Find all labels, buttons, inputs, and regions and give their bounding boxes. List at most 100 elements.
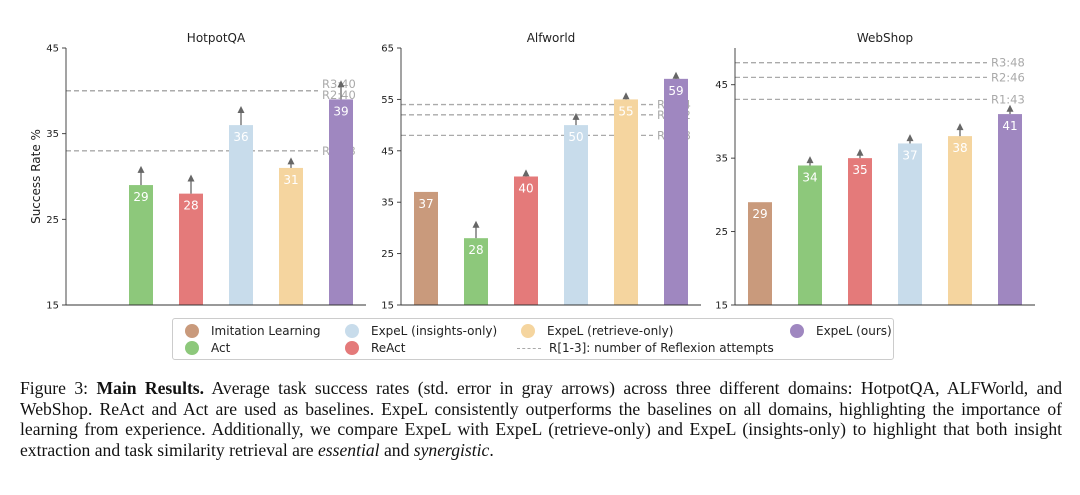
- bar: [129, 185, 153, 305]
- legend-label: R[1-3]: number of Reflexion attempts: [549, 341, 774, 355]
- y-tick-label: 45: [715, 80, 728, 91]
- bar: [614, 99, 638, 306]
- y-axis-label: Success Rate %: [29, 129, 43, 224]
- bar: [798, 165, 822, 305]
- error-arrow-head-icon: [472, 220, 480, 228]
- bar-value-label: 34: [802, 170, 817, 184]
- legend-item-expel-insights-only: ExpeL (insights-only): [345, 323, 497, 339]
- legend-label: ExpeL (ours): [816, 324, 892, 338]
- legend-marker-icon: [345, 324, 359, 338]
- legend-item-reflexion-attempts: R[1-3]: number of Reflexion attempts: [517, 340, 774, 356]
- legend-item-react: ReAct: [345, 340, 405, 356]
- error-arrow-head-icon: [806, 156, 814, 164]
- dashed-line-icon: [517, 347, 541, 349]
- y-tick-label: 15: [715, 301, 728, 312]
- bar: [179, 193, 203, 305]
- legend-item-imitation-learning: Imitation Learning: [185, 323, 321, 339]
- legend-label: ReAct: [371, 341, 406, 355]
- reference-line-label: R2:46: [991, 70, 1025, 84]
- bar-value-label: 41: [1002, 119, 1017, 133]
- reference-line-label: R3:40: [322, 77, 356, 91]
- bar: [329, 99, 353, 306]
- bar: [464, 238, 488, 305]
- bar: [414, 191, 438, 305]
- bar-value-label: 39: [333, 104, 348, 118]
- legend-item-act: Act: [185, 340, 230, 356]
- legend: Imitation Learning Act ExpeL (insights-o…: [172, 318, 894, 360]
- bar: [279, 167, 303, 305]
- bar-value-label: 31: [283, 173, 298, 187]
- y-tick-label: 15: [46, 301, 59, 312]
- legend-item-expel-retrieve-only: ExpeL (retrieve-only): [521, 323, 673, 339]
- error-arrow-head-icon: [572, 112, 580, 120]
- bar-value-label: 28: [183, 199, 198, 213]
- bar: [898, 143, 922, 305]
- chart-title: HotpotQA: [187, 31, 246, 45]
- legend-label: ExpeL (retrieve-only): [547, 324, 674, 338]
- bar-value-label: 40: [518, 182, 533, 196]
- bar-value-label: 37: [418, 197, 433, 211]
- legend-item-expel-ours: ExpeL (ours): [790, 323, 892, 339]
- caption-text: .: [489, 439, 494, 460]
- error-arrow-head-icon: [956, 123, 964, 131]
- caption-bold: Main Results.: [96, 378, 205, 398]
- bar-value-label: 29: [752, 207, 767, 221]
- caption-italic: synergistic: [413, 439, 490, 460]
- bar-value-label: 36: [233, 130, 248, 144]
- error-arrow-head-icon: [337, 80, 345, 88]
- error-arrow-head-icon: [287, 157, 295, 165]
- error-arrow-head-icon: [672, 71, 680, 79]
- error-arrow-head-icon: [187, 174, 195, 182]
- bar-value-label: 55: [618, 104, 633, 118]
- error-arrow-head-icon: [522, 169, 530, 177]
- legend-label: Act: [211, 341, 231, 355]
- bar: [514, 176, 538, 305]
- bar-value-label: 28: [468, 243, 483, 257]
- bar-value-label: 38: [952, 141, 967, 155]
- error-arrow-head-icon: [137, 165, 145, 173]
- y-tick-label: 45: [46, 44, 59, 55]
- legend-marker-icon: [521, 324, 535, 338]
- bar: [998, 114, 1022, 305]
- caption-text: and: [379, 439, 414, 460]
- figure-caption: Figure 3: Main Results. Average task suc…: [20, 378, 1062, 460]
- bar: [948, 136, 972, 305]
- y-tick-label: 65: [381, 44, 394, 55]
- y-tick-label: 35: [715, 154, 728, 165]
- bar-value-label: 37: [902, 148, 917, 162]
- bar: [848, 158, 872, 305]
- legend-marker-icon: [185, 341, 199, 355]
- y-tick-label: 35: [46, 129, 59, 140]
- error-arrow-head-icon: [622, 92, 630, 100]
- reference-line-label: R3:48: [991, 56, 1025, 70]
- y-tick-label: 25: [46, 215, 59, 226]
- chart-title: WebShop: [857, 31, 913, 45]
- bar-value-label: 29: [133, 190, 148, 204]
- bar: [564, 125, 588, 305]
- y-tick-label: 25: [715, 227, 728, 238]
- legend-label: Imitation Learning: [211, 324, 321, 338]
- error-arrow-head-icon: [1006, 104, 1014, 112]
- chart-panel-alfworld: AlfworldR3:54R2:52R1:4837284050555915253…: [381, 31, 701, 312]
- error-arrow-head-icon: [237, 105, 245, 113]
- reference-line-label: R2:40: [322, 88, 356, 102]
- caption-prefix: Figure 3:: [20, 378, 97, 398]
- y-tick-label: 35: [381, 198, 394, 209]
- bar-value-label: 50: [568, 130, 583, 144]
- legend-marker-icon: [790, 324, 804, 338]
- legend-label: ExpeL (insights-only): [371, 324, 498, 338]
- caption-text: Average task success rates (std. error i…: [20, 378, 1062, 460]
- chart-title: Alfworld: [527, 31, 576, 45]
- y-tick-label: 55: [381, 95, 394, 106]
- y-tick-label: 25: [381, 249, 394, 260]
- bar: [229, 125, 253, 305]
- legend-marker-icon: [345, 341, 359, 355]
- bar-value-label: 59: [668, 84, 683, 98]
- bar: [748, 202, 772, 305]
- reference-line-label: R1:43: [991, 92, 1025, 106]
- y-tick-label: 45: [381, 146, 394, 157]
- bar: [664, 78, 688, 305]
